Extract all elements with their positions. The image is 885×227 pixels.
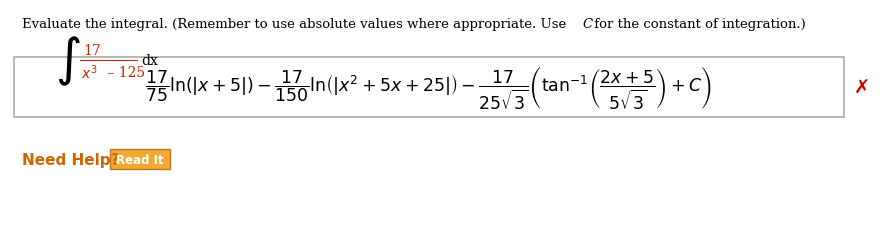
FancyBboxPatch shape	[14, 58, 844, 118]
Text: $\dfrac{17}{75}\ln\!\left(|x+5|\right) - \dfrac{17}{150}\ln\!\left(|x^2+5x+25|\r: $\dfrac{17}{75}\ln\!\left(|x+5|\right) -…	[145, 64, 712, 111]
Text: Evaluate the integral. (Remember to use absolute values where appropriate. Use: Evaluate the integral. (Remember to use …	[22, 18, 571, 31]
FancyBboxPatch shape	[110, 149, 170, 169]
Text: $x^3$: $x^3$	[81, 63, 97, 82]
Text: C: C	[582, 18, 592, 31]
Text: 17: 17	[83, 44, 101, 58]
Text: – 125: – 125	[103, 66, 145, 80]
Text: for the constant of integration.): for the constant of integration.)	[590, 18, 805, 31]
Text: Read It: Read It	[116, 153, 164, 166]
Text: dx: dx	[141, 54, 158, 68]
Text: Need Help?: Need Help?	[22, 152, 119, 167]
Text: $\int$: $\int$	[55, 34, 81, 87]
Text: ✗: ✗	[854, 78, 870, 97]
